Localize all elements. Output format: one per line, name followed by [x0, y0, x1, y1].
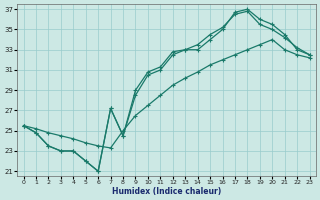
- X-axis label: Humidex (Indice chaleur): Humidex (Indice chaleur): [112, 187, 221, 196]
